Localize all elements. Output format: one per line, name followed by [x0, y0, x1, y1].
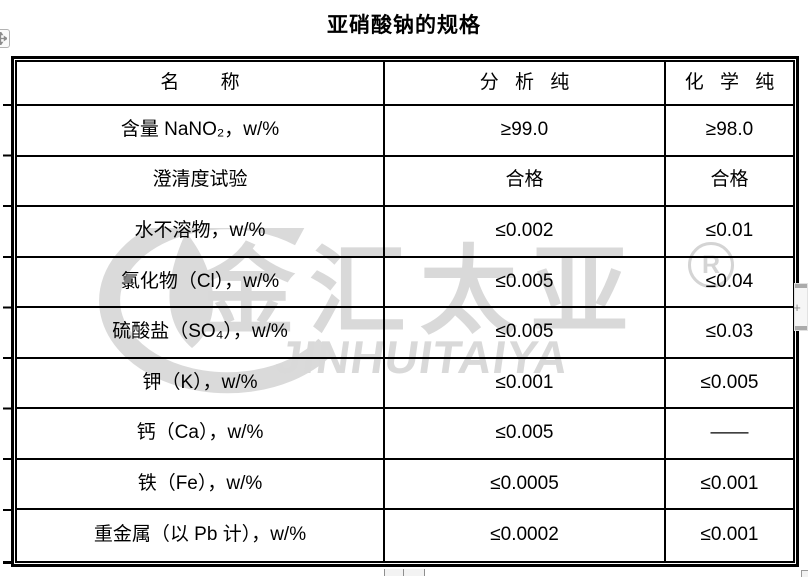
row-value-cell: ≤0.001	[385, 358, 666, 410]
row-value-cell: ——	[666, 409, 793, 460]
row-name-cell: 氯化物（Cl），w/%	[17, 257, 385, 309]
row-value-cell: ≤0.002	[385, 207, 666, 258]
row-value-cell: ≥98.0	[666, 106, 793, 157]
row-value-cell: ≥99.0	[385, 106, 666, 157]
page-title: 亚硝酸钠的规格	[327, 14, 481, 37]
row-value-cell: ≤0.005	[385, 257, 666, 309]
row-name-cell: 硫酸盐（SO₄），w/%	[17, 308, 385, 359]
column-header-name: 名 称	[17, 62, 385, 106]
row-name-cell: 钙（Ca），w/%	[17, 409, 385, 460]
row-name-cell: 钾（K），w/%	[17, 358, 385, 410]
spec-table: 名 称 分 析 纯 化 学 纯 含量 NaNO₂，w/% ≥99.0 ≥98.0…	[11, 56, 799, 567]
bottom-border-foot	[3, 561, 12, 564]
row-value-cell: ≤0.0005	[385, 459, 666, 511]
row-value-cell: ≤0.001	[666, 460, 793, 511]
row-name-cell: 水不溶物，w/%	[17, 207, 385, 258]
row-name-cell: 澄清度试验	[17, 156, 385, 208]
row-value-cell: 合格	[666, 157, 793, 208]
row-value-cell: ≤0.005	[666, 359, 793, 410]
row-name-cell: 含量 NaNO₂，w/%	[17, 106, 385, 157]
vertical-scrollbar-fragment[interactable]: +	[793, 283, 808, 331]
scrollbar-cap	[795, 326, 807, 330]
horizontal-scrollbar-fragment[interactable]	[384, 569, 425, 576]
row-value-cell: ≤0.03	[666, 308, 793, 359]
row-name-cell: 铁（Fe），w/%	[17, 459, 385, 511]
scrollbar-divider	[403, 569, 404, 576]
row-value-cell: ≤0.005	[385, 409, 666, 460]
row-value-cell: ≤0.001	[700, 524, 759, 546]
spec-table-grid: 名 称 分 析 纯 化 学 纯 含量 NaNO₂，w/% ≥99.0 ≥98.0…	[15, 60, 795, 563]
table-move-handle[interactable]	[0, 29, 10, 48]
row-value-cell: ≤0.04	[666, 258, 793, 309]
row-value-cell: 合格	[385, 156, 666, 208]
column-header-analytical: 分 析 纯	[385, 62, 666, 106]
row-gridline-ticks	[3, 104, 12, 514]
scrollbar-cap	[795, 284, 807, 288]
row-value-cell: ≤0.0002	[385, 510, 666, 561]
row-value-cell: ≤0.01	[666, 207, 793, 258]
corner-ui-fragment	[801, 570, 808, 577]
four-way-arrow-icon	[0, 32, 7, 45]
row-name-cell: 重金属（以 Pb 计），w/%	[17, 510, 385, 561]
column-header-chemical: 化 学 纯	[666, 62, 793, 106]
plus-icon: +	[793, 299, 801, 315]
row-value-cell: ≤0.005	[385, 308, 666, 359]
